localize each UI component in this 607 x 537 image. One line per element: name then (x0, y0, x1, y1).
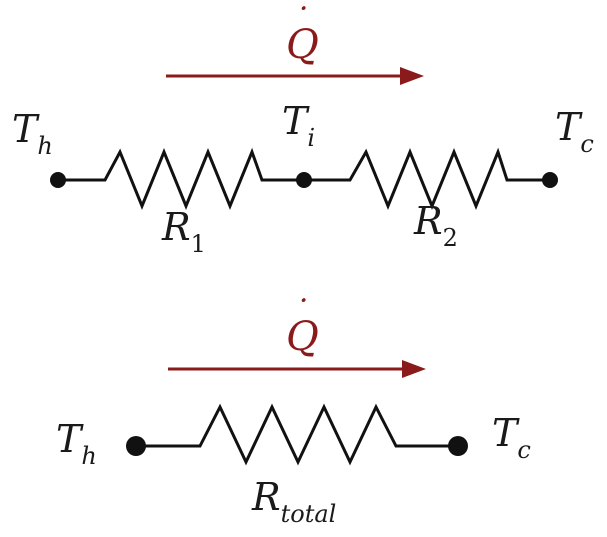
bottom-node-th-dot (126, 436, 146, 456)
node-th-dot (50, 172, 66, 188)
top-heat-flow-dot: ˙ (292, 1, 309, 41)
node-th-label: Th (12, 107, 53, 160)
node-tc-label: Tc (555, 105, 594, 158)
bottom-heat-flow-symbol: Q (286, 314, 319, 360)
bottom-node-th-label: Th (56, 417, 97, 470)
node-ti-label: Ti (282, 99, 315, 152)
bottom-node-tc-dot (448, 436, 468, 456)
node-ti-dot (296, 172, 312, 188)
resistor-r2-label: R2 (413, 199, 458, 252)
bottom-heat-flow-arrowhead (402, 360, 426, 378)
bottom-heat-flow-dot: ˙ (292, 293, 309, 333)
resistor-rtotal-zigzag (136, 403, 458, 466)
bottom-circuit: Q ˙ Th Tc Rtotal (56, 293, 531, 528)
resistor-r2-zigzag (304, 147, 550, 210)
top-heat-flow-symbol: Q (286, 22, 319, 68)
top-heat-flow-arrowhead (400, 67, 424, 85)
top-heat-flow: Q ˙ (166, 1, 424, 85)
resistor-rtotal-label: Rtotal (251, 475, 336, 528)
bottom-node-tc-label: Tc (492, 411, 531, 464)
bottom-heat-flow: Q ˙ (168, 293, 426, 378)
node-tc-dot (542, 172, 558, 188)
top-circuit: Q ˙ Th Ti Tc R1 R2 (12, 1, 594, 258)
resistor-r1-label: R1 (161, 205, 206, 258)
resistor-r1-zigzag (58, 147, 304, 210)
